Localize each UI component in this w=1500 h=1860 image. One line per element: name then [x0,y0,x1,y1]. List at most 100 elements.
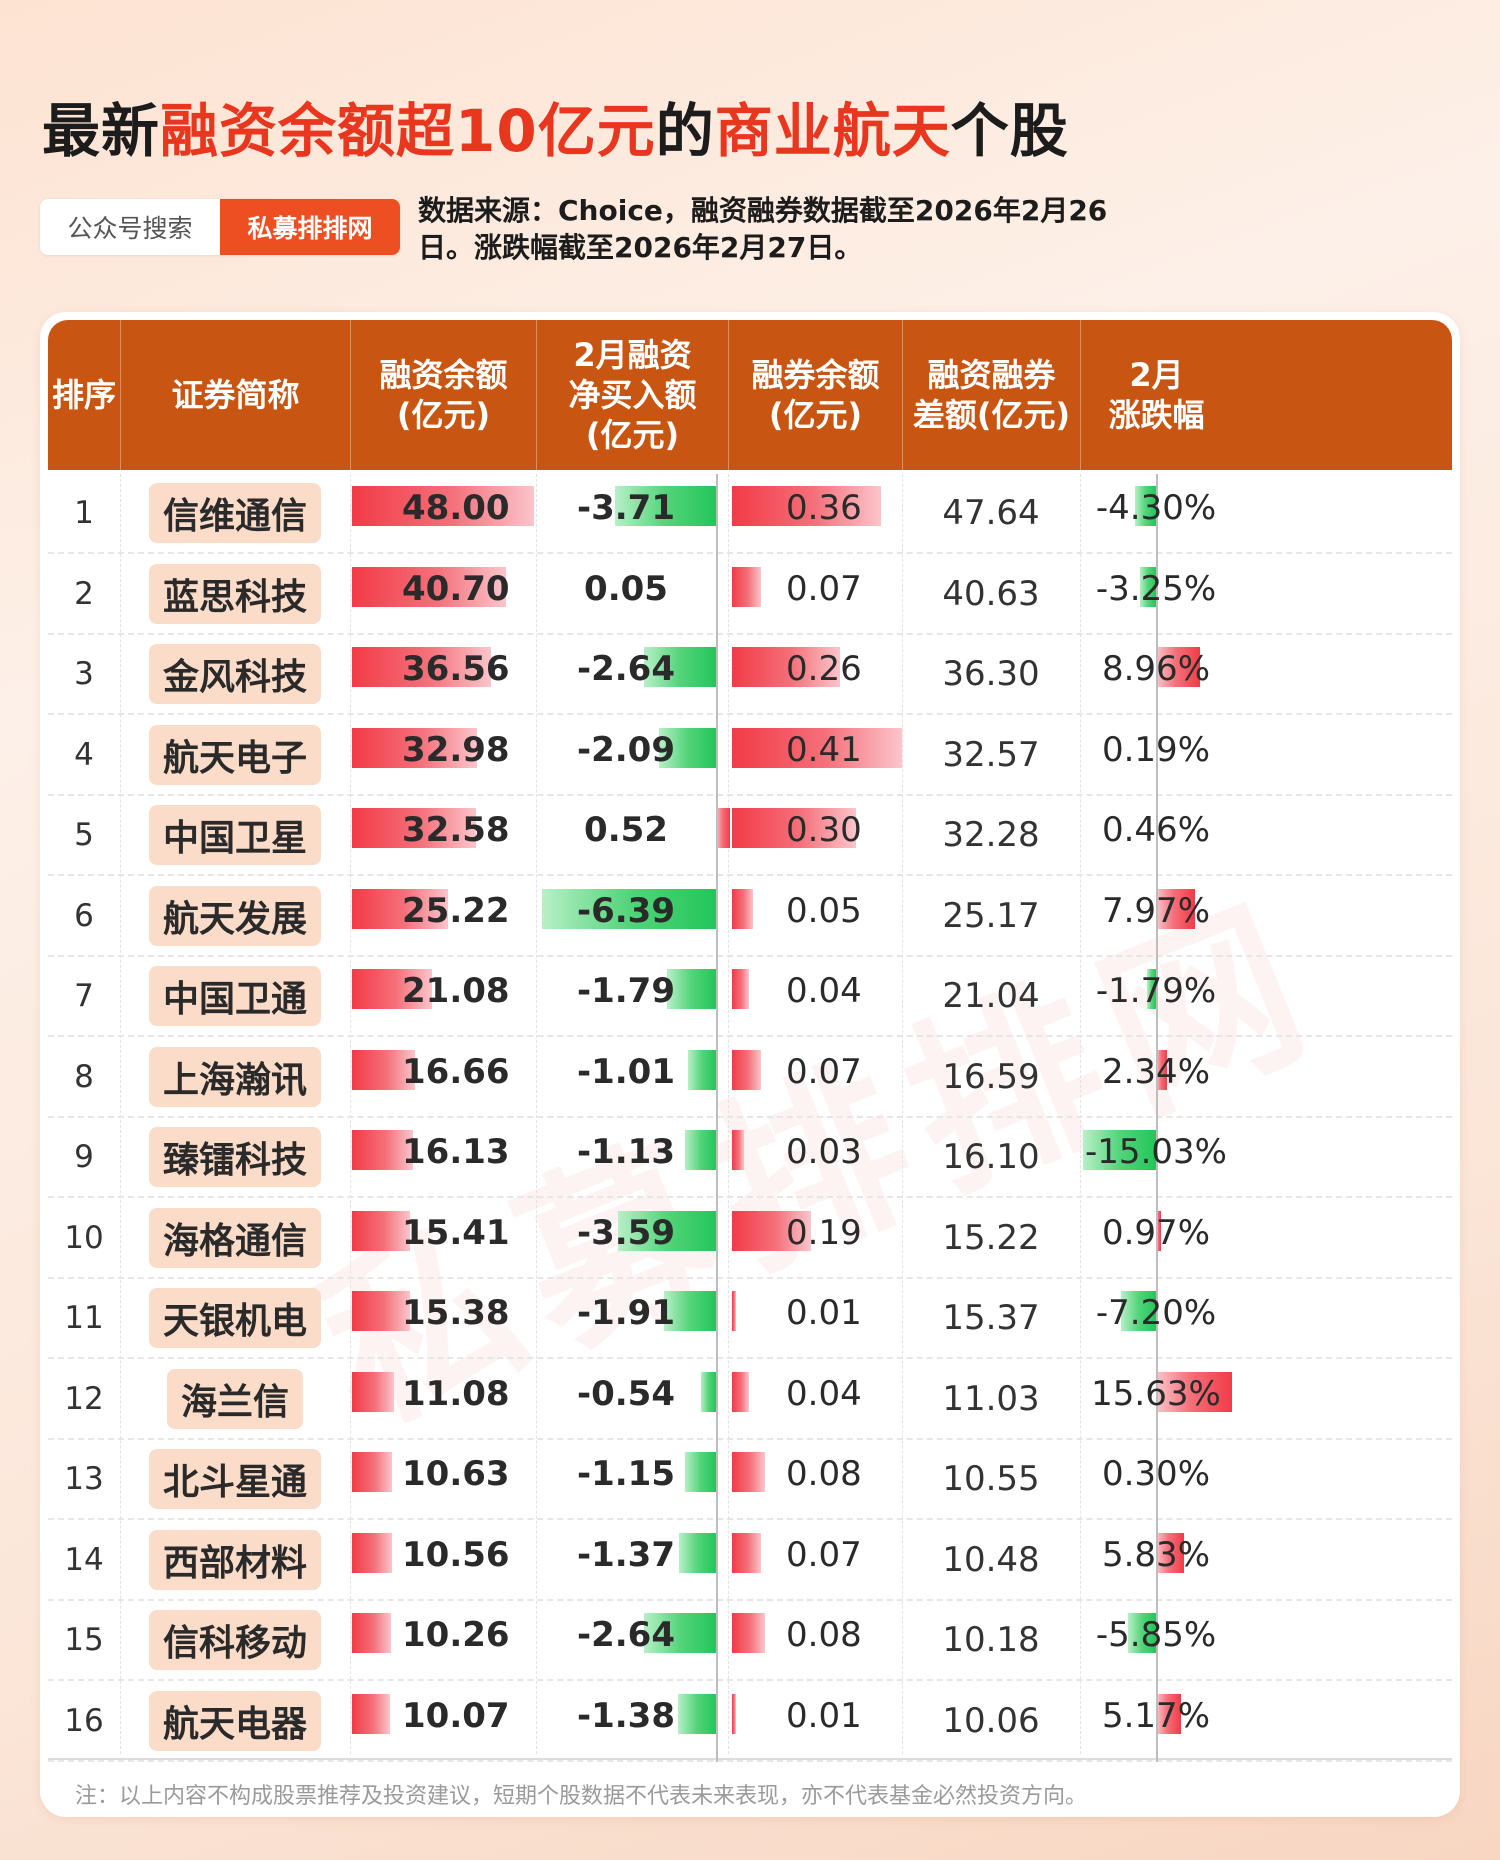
name-cell: 信维通信 [120,474,350,552]
column-header: 2月 涨跌幅 [1080,320,1232,470]
column-header: 融券余额 (亿元) [728,320,902,470]
rank-cell: 7 [74,978,94,1014]
difference-cell: 40.63 [942,573,1040,614]
margin-balance-value: 25.22 [402,890,510,931]
net-buy-value: -1.15 [577,1454,675,1494]
short-balance-bar [732,566,762,607]
margin-balance-value: 15.38 [402,1293,510,1333]
change-bar [1156,1532,1185,1573]
table-header: 排序 证券简称 融资余额 (亿元) 2月融资 净买入额 (亿元) 融券余额 (亿元) 融资… [48,320,1452,470]
table-row: 14 西部材料 10.56 -1.37 0.07 10.48 5.83% [48,1521,1452,1601]
margin-balance-value: 10.26 [402,1615,510,1655]
margin-balance-value: 48.00 [402,488,510,528]
short-balance-value: 0.08 [786,1615,862,1655]
net-buy-bar [618,1210,716,1251]
short-balance-value: 0.01 [786,1293,862,1333]
short-balance-bar [732,1693,737,1734]
margin-balance-value: 32.98 [402,729,510,770]
difference-cell: 10.06 [942,1700,1040,1741]
short-balance-bar [732,1130,745,1170]
net-buy-bar [701,1371,716,1412]
stock-name: 航天电器 [148,1690,321,1751]
margin-balance-value: 36.56 [402,649,510,689]
net-buy-bar [644,1613,716,1653]
net-buy-bar [667,969,716,1009]
change-value: -15.03% [1085,1132,1227,1172]
short-balance-value: 0.07 [786,568,862,609]
net-buy-bar [716,808,731,848]
change-axis [1156,474,1158,1762]
margin-balance-bar [352,1693,391,1734]
stock-name: 航天发展 [148,885,321,946]
margin-balance-bar [352,727,478,768]
table-row: 4 航天电子 32.98 -2.09 0.41 32.57 0.19% [48,716,1452,796]
change-bar [1156,1210,1161,1251]
margin-balance-bar [352,647,491,687]
short-balance-value: 0.04 [786,971,862,1011]
net-buy-value: -2.09 [577,729,675,770]
change-value: 15.63% [1091,1373,1221,1414]
change-bar [1156,1693,1182,1734]
rank-cell: 15 [64,1622,104,1658]
page-title: 最新融资余额超10亿元的商业航天个股 [42,97,1069,165]
stock-name: 西部材料 [148,1529,321,1590]
name-cell: 中国卫通 [120,957,350,1035]
difference-cell: 10.18 [942,1620,1040,1660]
stock-name: 海兰信 [166,1368,303,1429]
stock-name: 金风科技 [148,644,321,704]
net-buy-bar [644,647,716,687]
column-divider [902,474,903,1754]
rank-cell: 4 [74,736,94,773]
stock-name: 中国卫星 [148,805,321,865]
short-balance-value: 0.08 [786,1454,862,1494]
name-cell: 蓝思科技 [120,555,350,633]
footnote: 注：以上内容不构成股票推荐及投资建议，短期个股数据不代表未来表现，亦不代表基金必… [75,1784,1088,1809]
short-balance-value: 0.30 [786,810,862,850]
name-cell: 航天电器 [120,1682,350,1760]
table-row: 9 臻镭科技 16.13 -1.13 0.03 16.10 -15.03% [48,1118,1452,1198]
change-value: -1.79% [1095,971,1217,1011]
margin-balance-value: 40.70 [402,568,510,609]
difference-cell: 10.48 [942,1539,1040,1580]
net-buy-value: -2.64 [577,649,675,689]
table-card: 私募排排网 排序 证券简称 融资余额 (亿元) 2月融资 净买入额 (亿元) 融券余额 … [40,312,1460,1817]
rank-cell: 9 [74,1139,94,1175]
rank-cell: 12 [64,1380,104,1417]
name-cell: 金风科技 [120,635,350,713]
change-bar [1127,1613,1156,1653]
net-buy-bar [684,1452,716,1492]
difference-cell: 11.03 [942,1378,1040,1419]
column-divider [120,474,121,1754]
short-balance-bar [732,1613,766,1653]
name-cell: 海格通信 [120,1199,350,1277]
column-divider [536,474,537,1754]
stock-name: 天银机电 [148,1288,321,1348]
short-balance-value: 0.05 [786,890,862,931]
change-bar [1147,969,1156,1009]
change-bar [1156,1049,1168,1090]
net-buy-value: -1.13 [577,1132,675,1172]
table-row: 3 金风科技 36.56 -2.64 0.26 36.30 8.96% [48,635,1452,715]
name-cell: 中国卫星 [120,796,350,874]
name-cell: 上海瀚讯 [120,1038,350,1116]
table-row: 6 航天发展 25.22 -6.39 0.05 25.17 7.97% [48,877,1452,957]
margin-balance-bar [352,1613,391,1653]
short-balance-bar [732,1210,811,1251]
margin-balance-bar [352,566,507,607]
margin-balance-value: 15.41 [402,1212,510,1253]
stock-name: 信维通信 [148,483,321,543]
table-row: 15 信科移动 10.26 -2.64 0.08 10.18 -5.85% [48,1601,1452,1681]
margin-balance-bar [352,1210,411,1251]
rank-cell: 10 [64,1219,104,1256]
rank-cell: 16 [64,1702,104,1739]
change-value: 0.30% [1101,1454,1210,1494]
net-buy-value: -3.71 [577,488,675,528]
table-row: 12 海兰信 11.08 -0.54 0.04 11.03 15.63% [48,1360,1452,1440]
column-header: 2月融资 净买入额 (亿元) [536,320,728,470]
change-bar [1156,888,1195,929]
net-buy-bar [688,1049,716,1090]
short-balance-value: 0.04 [786,1373,862,1414]
net-buy-value: -3.59 [577,1212,675,1253]
short-balance-value: 0.03 [786,1132,862,1172]
margin-balance-bar [352,1371,394,1412]
